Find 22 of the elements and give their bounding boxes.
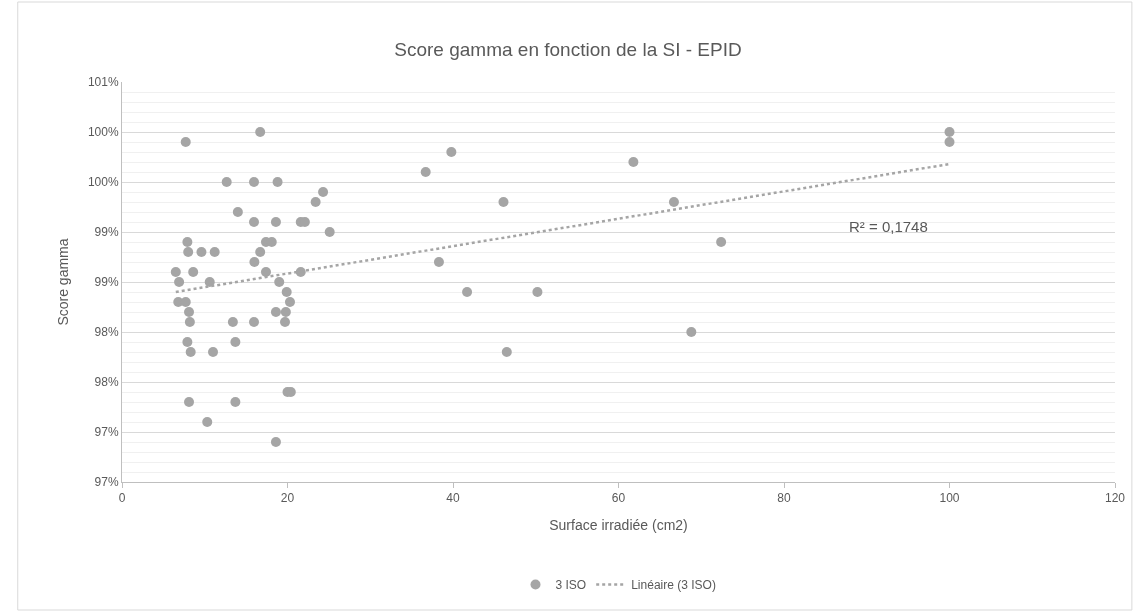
x-tick-label: 60 [611,491,626,506]
annotation: R² = 0,1748 [849,218,928,235]
y-tick-label: 98% [94,325,119,340]
y-tick-label: 98% [94,375,119,390]
x-axis-title: Surface irradiée (cm2) [549,516,688,533]
y-tick-label: 100% [87,125,119,140]
x-tick-label: 0 [118,491,126,506]
y-tick-label: 97% [94,425,119,440]
y-tick-label: 97% [94,475,119,490]
legend-label: 3 ISO [555,578,587,593]
x-tick-label: 40 [446,491,460,506]
x-tick-label: 120 [1104,491,1126,506]
y-tick-label: 100% [87,175,119,190]
y-tick-label: 99% [94,225,119,240]
y-tick-label: 99% [94,275,119,290]
x-tick-label: 80 [777,491,791,506]
x-tick-label: 100 [939,491,960,506]
y-axis-title: Score gamma [55,238,72,326]
chart-title: Score gamma en fonction de la SI - EPID [394,39,742,61]
y-tick-label: 101% [87,75,119,90]
x-tick-label: 20 [280,491,295,506]
legend-label: Linéaire (3 ISO) [631,578,716,593]
